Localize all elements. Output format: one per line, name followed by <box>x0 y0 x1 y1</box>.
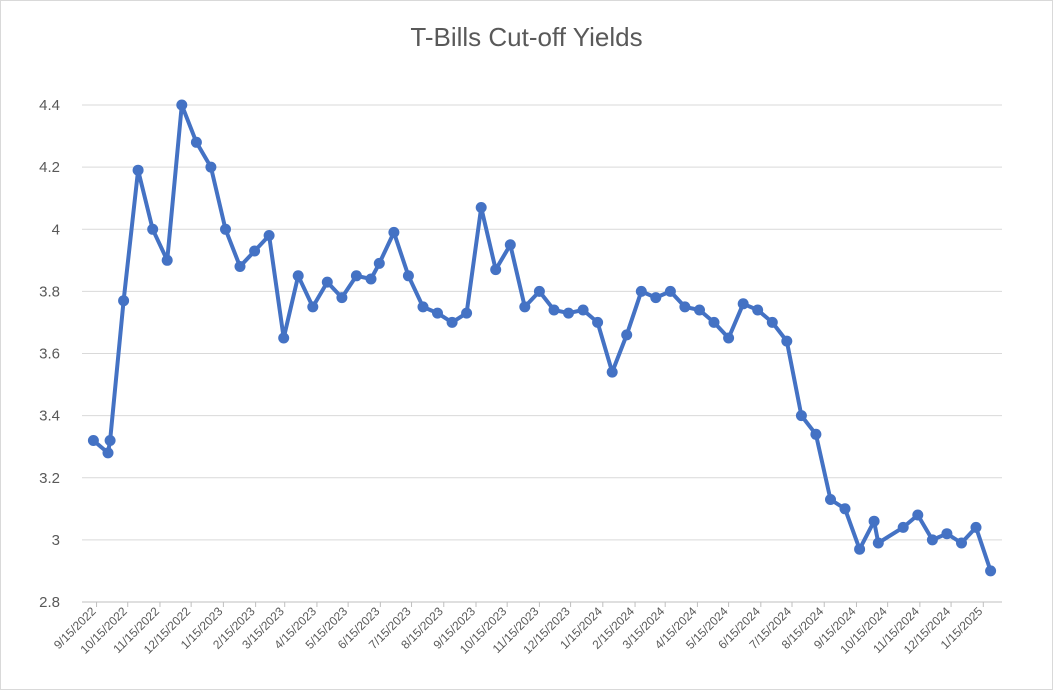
data-point <box>432 307 443 319</box>
data-point <box>176 99 188 111</box>
data-point <box>161 254 173 266</box>
data-point <box>577 304 589 316</box>
data-point <box>147 223 159 235</box>
data-point <box>292 270 304 282</box>
data-point <box>249 245 261 257</box>
data-point <box>87 435 99 446</box>
data-point <box>650 292 662 304</box>
data-point <box>592 316 604 328</box>
x-axis-ticks: 9/15/202210/15/202211/15/202212/15/20221… <box>51 602 986 657</box>
data-point <box>985 565 997 577</box>
y-tick-label: 3.6 <box>39 346 60 363</box>
data-point <box>104 435 116 446</box>
data-point <box>664 285 676 297</box>
y-tick-label: 4.2 <box>39 159 60 176</box>
y-tick-label: 3.2 <box>39 470 60 487</box>
data-point <box>795 410 807 422</box>
data-point <box>307 301 319 313</box>
data-point <box>446 316 458 328</box>
data-point <box>504 239 516 251</box>
data-point <box>970 521 982 533</box>
data-point <box>321 276 333 288</box>
data-point <box>373 257 385 269</box>
data-point <box>723 332 735 344</box>
data-point <box>278 332 290 344</box>
data-point <box>752 304 764 316</box>
data-point <box>694 304 705 316</box>
y-tick-label: 3.4 <box>39 408 60 425</box>
data-point <box>519 301 531 313</box>
y-tick-label: 3.8 <box>39 283 60 300</box>
data-point <box>205 161 217 173</box>
y-axis-ticks: 4.4 4.2 4 3.8 3.6 3.4 3.2 3 2.8 <box>39 97 60 611</box>
data-point <box>781 335 793 347</box>
data-point <box>708 316 720 328</box>
data-point <box>132 164 144 176</box>
data-point <box>118 295 130 307</box>
data-point <box>941 528 953 540</box>
data-point <box>234 261 246 272</box>
gridlines <box>82 104 1002 541</box>
data-point <box>839 503 851 515</box>
data-point <box>263 230 275 241</box>
data-point <box>810 428 822 440</box>
data-point <box>563 307 574 319</box>
data-point <box>350 270 362 282</box>
data-point <box>388 226 400 238</box>
chart-title: T-Bills Cut-off Yields <box>410 22 643 52</box>
data-point <box>679 301 691 313</box>
data-point <box>102 447 114 459</box>
y-tick-label: 4.4 <box>39 97 60 114</box>
data-point <box>548 304 560 316</box>
data-point <box>926 534 938 546</box>
data-point <box>490 264 502 276</box>
data-point <box>854 543 866 555</box>
data-point <box>956 537 967 549</box>
data-point <box>766 316 778 328</box>
data-point <box>621 329 633 341</box>
data-point <box>402 270 414 282</box>
data-point <box>190 136 202 148</box>
data-point <box>533 285 545 297</box>
data-point <box>417 301 429 313</box>
series-layer <box>87 99 997 577</box>
data-point <box>606 366 618 378</box>
data-point <box>825 494 836 505</box>
data-point <box>912 509 924 521</box>
series-line <box>91 103 993 573</box>
y-tick-label: 4 <box>52 221 60 238</box>
data-point <box>475 202 487 213</box>
data-point <box>872 537 884 549</box>
data-point <box>868 515 880 527</box>
data-point <box>336 292 348 304</box>
y-tick-label: 2.8 <box>39 594 60 611</box>
data-point <box>365 273 377 285</box>
data-point <box>635 285 647 297</box>
data-point <box>737 298 749 310</box>
data-point <box>897 521 909 533</box>
data-point <box>220 223 231 235</box>
data-point <box>461 307 473 319</box>
y-tick-label: 3 <box>52 532 60 549</box>
